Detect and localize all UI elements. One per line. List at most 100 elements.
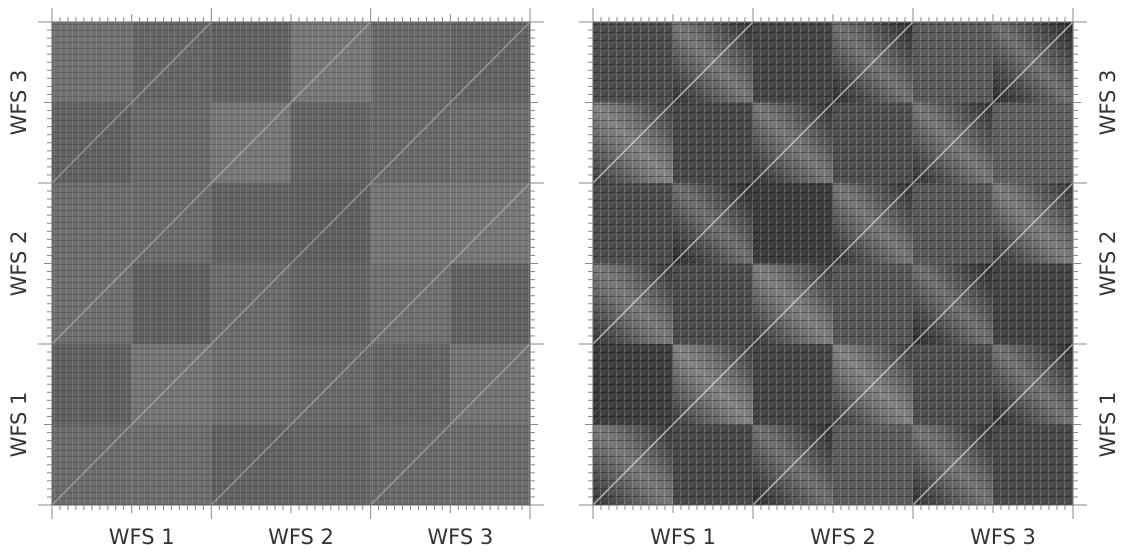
block-diagonal bbox=[449, 182, 531, 265]
panels: WFS 1 WFS 2 WFS 3 WFS 1 WFS 2 WFS 3 WFS 1 WFS 2… bbox=[7, 8, 1120, 549]
block-texture bbox=[993, 263, 1073, 344]
block-texture bbox=[450, 344, 530, 425]
block-texture bbox=[593, 183, 673, 264]
block-texture bbox=[370, 263, 451, 344]
matrix-panel: WFS 1 WFS 2 WFS 3 WFS 1 WFS 2 WFS 3 bbox=[7, 8, 544, 549]
block-texture bbox=[211, 263, 291, 344]
block-texture bbox=[833, 102, 913, 183]
block-texture bbox=[131, 183, 212, 264]
block-texture bbox=[211, 22, 291, 103]
block-diagonal bbox=[131, 343, 212, 426]
block-texture bbox=[673, 424, 753, 505]
block-diagonal bbox=[51, 101, 133, 184]
block-texture bbox=[211, 102, 291, 183]
block-texture bbox=[131, 424, 212, 505]
x-axis-label: WFS 2 bbox=[810, 525, 876, 549]
block-texture bbox=[52, 102, 132, 183]
block-texture bbox=[450, 183, 530, 264]
block-diagonal bbox=[752, 101, 834, 184]
block-texture bbox=[833, 263, 913, 344]
x-axis-label: WFS 1 bbox=[650, 525, 716, 549]
block-diagonal bbox=[912, 262, 994, 345]
block-texture bbox=[753, 22, 833, 103]
block-diagonal bbox=[832, 21, 914, 104]
x-axis-label: WFS 1 bbox=[109, 525, 175, 549]
block-diagonal bbox=[290, 182, 372, 265]
block-texture bbox=[450, 263, 530, 344]
block-diagonal bbox=[51, 262, 133, 345]
block-diagonal bbox=[370, 101, 451, 184]
block-texture bbox=[291, 424, 371, 505]
block-texture bbox=[131, 22, 212, 103]
block-diagonal bbox=[912, 101, 994, 184]
block-texture bbox=[52, 344, 132, 425]
block-texture bbox=[913, 344, 993, 425]
block-texture bbox=[370, 183, 451, 264]
block-diagonal bbox=[449, 21, 531, 104]
block-texture bbox=[913, 22, 993, 103]
block-diagonal bbox=[210, 262, 292, 345]
block-texture bbox=[211, 344, 291, 425]
block-diagonal bbox=[51, 423, 133, 506]
block-texture bbox=[131, 263, 212, 344]
block-texture bbox=[291, 102, 371, 183]
y-axis-label: WFS 1 bbox=[1096, 392, 1120, 458]
block-diagonal bbox=[290, 21, 372, 104]
y-axis-label: WFS 2 bbox=[7, 231, 31, 297]
block-diagonal bbox=[210, 423, 292, 506]
x-axis-label: WFS 2 bbox=[268, 525, 334, 549]
block-texture bbox=[450, 424, 530, 505]
block-texture bbox=[370, 22, 451, 103]
block-texture bbox=[370, 102, 451, 183]
block-diagonal bbox=[290, 343, 372, 426]
block-texture bbox=[370, 424, 451, 505]
block-diagonal bbox=[131, 182, 212, 265]
block-texture bbox=[291, 183, 371, 264]
block-texture bbox=[52, 263, 132, 344]
block-diagonal bbox=[672, 21, 754, 104]
block-diagonal bbox=[992, 182, 1074, 265]
block-diagonal bbox=[752, 423, 834, 506]
block-texture bbox=[993, 424, 1073, 505]
block-texture bbox=[993, 102, 1073, 183]
block-texture bbox=[52, 424, 132, 505]
block-diagonal bbox=[210, 101, 292, 184]
block-texture bbox=[291, 263, 371, 344]
block-texture bbox=[52, 22, 132, 103]
block-diagonal bbox=[832, 343, 914, 426]
block-texture bbox=[291, 344, 371, 425]
block-texture bbox=[131, 344, 212, 425]
block-texture bbox=[593, 22, 673, 103]
y-axis-label: WFS 3 bbox=[1096, 70, 1120, 136]
block-diagonal bbox=[131, 21, 212, 104]
block-texture bbox=[450, 102, 530, 183]
block-texture bbox=[211, 183, 291, 264]
block-texture bbox=[291, 22, 371, 103]
x-axis-label: WFS 3 bbox=[970, 525, 1036, 549]
y-axis-label: WFS 1 bbox=[7, 392, 31, 458]
y-axis-label: WFS 2 bbox=[1096, 231, 1120, 297]
block-diagonal bbox=[832, 182, 914, 265]
block-diagonal bbox=[370, 262, 451, 345]
block-texture bbox=[131, 102, 212, 183]
y-axis-label: WFS 3 bbox=[7, 70, 31, 136]
block-texture bbox=[52, 183, 132, 264]
matrix-panel: WFS 1 WFS 2 WFS 3 WFS 1 WFS 2 WFS 3 bbox=[579, 8, 1120, 549]
block-texture bbox=[211, 424, 291, 505]
block-texture bbox=[753, 344, 833, 425]
block-texture bbox=[593, 344, 673, 425]
block-texture bbox=[913, 183, 993, 264]
block-diagonal bbox=[752, 262, 834, 345]
block-texture bbox=[753, 183, 833, 264]
block-diagonal bbox=[370, 423, 451, 506]
block-texture bbox=[673, 263, 753, 344]
block-diagonal bbox=[449, 343, 531, 426]
block-diagonal bbox=[912, 423, 994, 506]
x-axis-label: WFS 3 bbox=[427, 525, 493, 549]
block-diagonal bbox=[992, 343, 1074, 426]
block-diagonal bbox=[672, 343, 754, 426]
block-texture bbox=[673, 102, 753, 183]
block-diagonal bbox=[592, 101, 674, 184]
block-diagonal bbox=[672, 182, 754, 265]
